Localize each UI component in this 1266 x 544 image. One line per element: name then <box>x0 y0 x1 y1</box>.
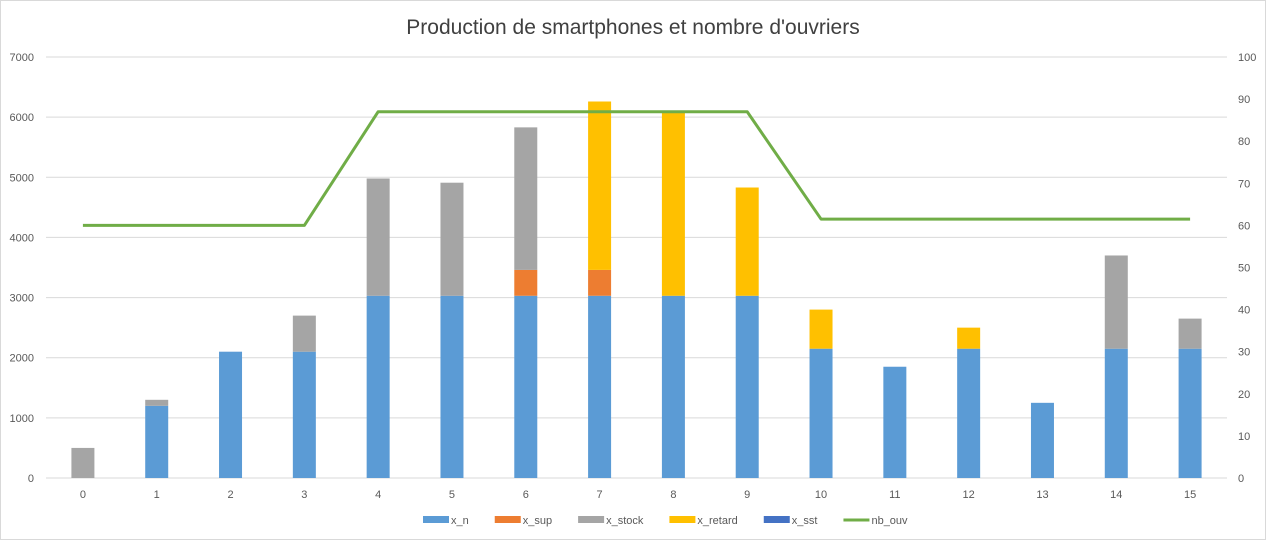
legend-label: x_retard <box>697 515 737 527</box>
x-tick-label: 3 <box>301 489 307 501</box>
bar-x-n <box>661 295 685 478</box>
gridlines <box>46 56 1227 479</box>
bar-x-n <box>366 295 390 478</box>
bars <box>71 101 1202 478</box>
x-tick-label: 10 <box>815 489 827 501</box>
legend: x_n x_sup x_stock x_retard x_sst nb_ouv <box>423 515 908 527</box>
y-tick-label: 1000 <box>10 413 34 425</box>
bar-x-sup <box>588 269 612 296</box>
legend-label: x_n <box>451 515 469 527</box>
legend-swatch <box>669 516 696 523</box>
x-tick-label: 0 <box>80 489 86 501</box>
legend-swatch <box>763 516 790 523</box>
line-series <box>82 110 1191 227</box>
bar-x-stock <box>292 315 316 352</box>
line-nb-ouv <box>82 110 1191 227</box>
bar-x-sup <box>514 269 538 296</box>
bar-x-n <box>1104 348 1128 478</box>
legend-label: x_stock <box>606 515 644 527</box>
bar-x-n <box>219 351 243 478</box>
bar-x-stock <box>366 178 390 296</box>
bar-x-stock <box>71 447 95 478</box>
bar-x-n <box>883 366 907 478</box>
bar-x-stock <box>440 182 464 296</box>
y2-tick-label: 30 <box>1238 347 1250 359</box>
bar-x-retard <box>661 110 685 296</box>
y-tick-label: 3000 <box>10 293 34 305</box>
x-tick-label: 6 <box>523 489 529 501</box>
bar-x-retard <box>809 309 833 349</box>
bar-x-n <box>809 348 833 478</box>
bar-x-n <box>588 295 612 478</box>
y-tick-label: 6000 <box>10 112 34 124</box>
bar-x-n <box>735 295 759 478</box>
bar-x-stock <box>145 399 169 406</box>
y-tick-label: 2000 <box>10 353 34 365</box>
y2-tick-label: 70 <box>1238 178 1250 190</box>
y-tick-label: 4000 <box>10 232 34 244</box>
x-tick-label: 5 <box>449 489 455 501</box>
y2-tick-label: 50 <box>1238 263 1250 275</box>
x-tick-label: 2 <box>227 489 233 501</box>
legend-label: x_sst <box>792 515 818 527</box>
x-tick-label: 12 <box>963 489 975 501</box>
y-tick-label: 7000 <box>10 52 34 64</box>
legend-swatch <box>494 516 521 523</box>
y2-tick-label: 80 <box>1238 136 1250 148</box>
x-tick-label: 4 <box>375 489 381 501</box>
x-tick-label: 13 <box>1036 489 1048 501</box>
y2-tick-label: 20 <box>1238 389 1250 401</box>
y2-tick-label: 10 <box>1238 431 1250 443</box>
x-tick-label: 9 <box>744 489 750 501</box>
x-tick-label: 7 <box>597 489 603 501</box>
y2-tick-label: 60 <box>1238 220 1250 232</box>
bar-x-n <box>292 351 316 478</box>
x-tick-label: 1 <box>154 489 160 501</box>
y2-tick-label: 0 <box>1238 473 1244 485</box>
bar-x-retard <box>957 327 981 349</box>
y2-tick-label: 100 <box>1238 52 1256 64</box>
bar-x-stock <box>1104 255 1128 349</box>
x-tick-label: 11 <box>889 489 900 501</box>
bar-x-n <box>1178 348 1202 478</box>
legend-swatch <box>423 516 449 523</box>
bar-x-n <box>957 348 981 478</box>
y2-tick-label: 40 <box>1238 305 1250 317</box>
bar-x-n <box>440 295 464 478</box>
chart-title: Production de smartphones et nombre d'ou… <box>406 16 859 39</box>
x-tick-label: 15 <box>1184 489 1196 501</box>
bar-x-retard <box>588 101 612 270</box>
bar-x-n <box>514 295 538 478</box>
legend-label: nb_ouv <box>871 515 908 527</box>
bar-x-stock <box>514 127 538 270</box>
bar-x-n <box>1030 402 1054 478</box>
y-tick-label: 0 <box>28 473 34 485</box>
x-tick-label: 14 <box>1110 489 1122 501</box>
legend-label: x_sup <box>523 515 552 527</box>
bar-x-stock <box>1178 318 1202 349</box>
y2-tick-label: 90 <box>1238 94 1250 106</box>
bar-x-retard <box>735 187 759 296</box>
bar-x-n <box>145 405 169 478</box>
axes: 0100020003000400050006000700001020304050… <box>10 52 1257 501</box>
y-tick-label: 5000 <box>10 172 34 184</box>
legend-swatch <box>578 516 605 523</box>
x-tick-label: 8 <box>670 489 676 501</box>
